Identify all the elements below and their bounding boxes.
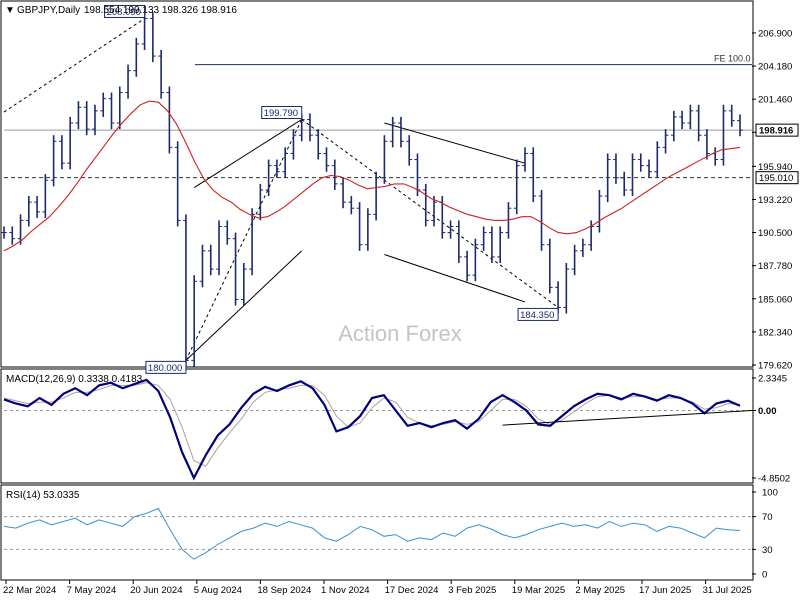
channel-upper-line: [193, 119, 302, 188]
trendline-dashed-3: [301, 119, 559, 308]
macd-line: [3, 378, 741, 481]
rsi-title: RSI(14) 53.0335: [6, 490, 80, 501]
ohlc-values: 198.554 199.133 198.326 198.916: [84, 5, 237, 16]
rsi-y-tick-label: 0: [762, 570, 767, 581]
rsi-y-tick-label: 70: [762, 512, 773, 523]
macd-y-tick-label: 2.3345: [758, 374, 787, 385]
price-panel: [0, 0, 754, 368]
price-y-tick-label: 206.900: [758, 28, 792, 39]
price-y-tick-label: 204.180: [758, 62, 792, 73]
macd-title: MACD(12,26,9) 0.3338 0.4183: [6, 374, 143, 385]
price-y-tick-label: 201.460: [758, 95, 792, 106]
x-tick-label: 7 May 2024: [67, 585, 117, 596]
macd-trendline: [502, 409, 753, 426]
x-tick-label: 5 Aug 2024: [194, 585, 242, 596]
price-title: GBPJPY,Daily: [17, 5, 80, 16]
fe-label: FE 100.0: [714, 54, 751, 64]
x-tick-label: 1 Nov 2024: [321, 585, 370, 596]
rsi-y-tick-label: 30: [762, 545, 773, 556]
macd-y-tick-label: -4.8502: [758, 474, 790, 485]
macd-y-tick-label: 0.00: [758, 406, 777, 417]
x-tick-label: 17 Dec 2024: [385, 585, 439, 596]
price-y-tick-label: 185.060: [758, 294, 792, 305]
descending-channel-lower: [384, 254, 526, 303]
x-tick-label: 20 Jun 2024: [130, 585, 182, 596]
price-label: 208.090: [107, 7, 141, 18]
macd-plot: [3, 378, 753, 481]
moving-average-line: [3, 100, 741, 252]
price-plot: FE 100.0 208.090 199.790 180.000 184.350: [1, 4, 752, 374]
price-y-tick-label: 182.340: [758, 327, 792, 338]
price-label: 199.790: [264, 108, 298, 119]
price-y-tick-label: 190.500: [758, 228, 792, 239]
current-price-box: [755, 123, 799, 137]
price-label-box: [517, 307, 559, 321]
dropdown-arrow-icon[interactable]: ▼: [5, 5, 15, 16]
rsi-line: [3, 507, 741, 560]
watermark: Action Forex: [338, 321, 462, 346]
x-tick-label: 17 Jun 2025: [639, 585, 691, 596]
axes: 206.900204.180201.460198.740195.940193.2…: [3, 28, 799, 596]
x-tick-label: 2 May 2025: [575, 585, 625, 596]
rsi-plot: [3, 507, 752, 560]
trendline-dashed-2: [185, 119, 303, 361]
price-label-box: [104, 4, 146, 18]
support-price-label: 195.010: [759, 173, 793, 184]
x-tick-label: 22 Mar 2024: [3, 585, 56, 596]
macd-panel: [0, 368, 754, 484]
price-label-box: [145, 360, 187, 374]
current-price-label: 198.916: [759, 126, 793, 137]
rsi-y-tick-label: 100: [762, 488, 778, 499]
price-y-tick-label: 195.940: [758, 162, 792, 173]
descending-channel-upper: [384, 122, 526, 164]
price-label-box: [261, 105, 303, 119]
price-y-tick-label: 187.780: [758, 261, 792, 272]
price-y-tick-label: 179.620: [758, 361, 792, 372]
x-tick-label: 19 Mar 2025: [512, 585, 565, 596]
x-tick-label: 3 Feb 2025: [448, 585, 496, 596]
trendline-dashed-1: [3, 18, 145, 113]
support-price-box: [755, 171, 799, 185]
x-tick-label: 31 Jul 2025: [703, 585, 752, 596]
price-label: 180.000: [148, 363, 182, 374]
price-y-tick-label: 193.220: [758, 195, 792, 206]
price-label: 184.350: [520, 310, 554, 321]
x-tick-label: 18 Sep 2024: [257, 585, 311, 596]
